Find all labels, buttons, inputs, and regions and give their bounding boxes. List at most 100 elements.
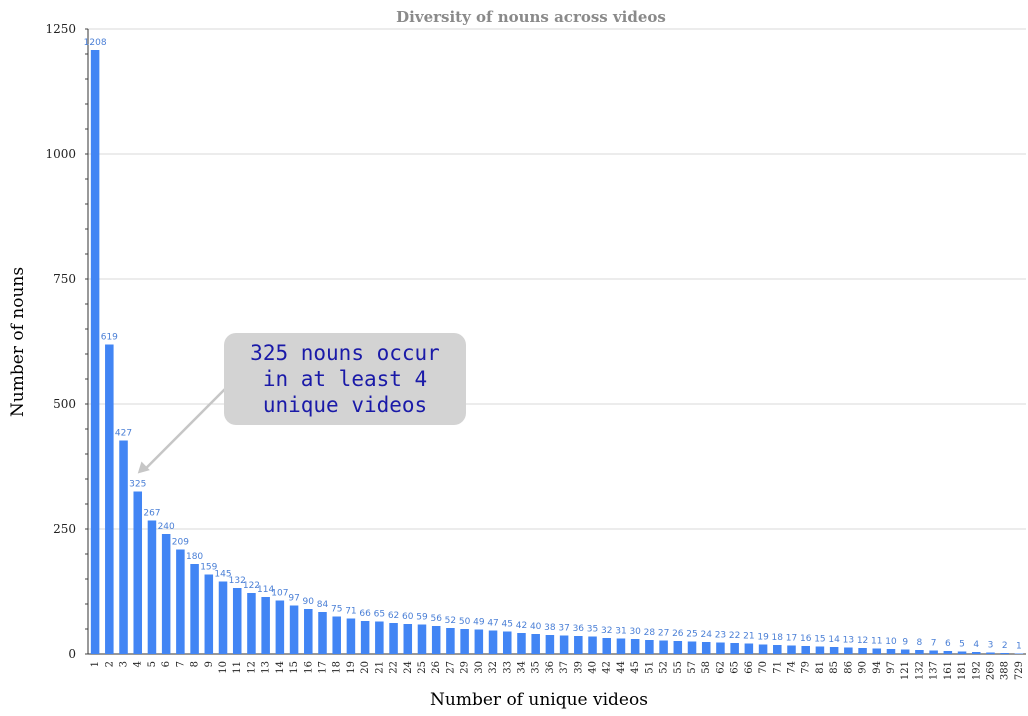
bar <box>559 635 569 654</box>
bar <box>161 534 171 654</box>
x-tick-label: 15 <box>289 661 300 674</box>
data-label: 209 <box>172 538 189 548</box>
callout-line-1: 325 nouns occur <box>250 341 440 365</box>
x-tick-label: 51 <box>644 661 655 674</box>
data-label: 4 <box>973 640 979 650</box>
x-tick-label: 62 <box>715 661 726 674</box>
bar <box>858 648 867 654</box>
bar <box>844 647 853 654</box>
bar <box>957 651 967 654</box>
x-tick-label: 55 <box>673 661 684 674</box>
x-tick-label: 35 <box>531 661 542 674</box>
x-tick-label: 7 <box>175 661 186 667</box>
x-tick-label: 25 <box>417 661 428 674</box>
x-tick-label: 57 <box>687 661 698 674</box>
x-tick-label: 21 <box>374 661 385 674</box>
x-tick-label: 94 <box>872 661 883 674</box>
bar <box>247 593 256 654</box>
bar <box>986 652 995 654</box>
bar <box>488 630 498 654</box>
bar <box>730 643 739 654</box>
bar <box>1014 653 1024 654</box>
data-label: 427 <box>115 429 132 439</box>
bar <box>659 640 668 654</box>
x-tick-label: 8 <box>190 661 201 667</box>
bar <box>389 623 398 654</box>
x-tick-label: 33 <box>502 661 513 674</box>
data-label: 15 <box>814 635 825 645</box>
x-axis-label: Number of unique videos <box>430 690 648 710</box>
x-tick-label: 17 <box>318 661 329 674</box>
y-axis-label: Number of nouns <box>8 267 28 417</box>
x-tick-label: 97 <box>886 661 897 674</box>
data-label: 159 <box>200 563 217 573</box>
bar <box>502 631 512 654</box>
data-label: 107 <box>271 589 288 599</box>
x-tick-label: 42 <box>602 661 613 674</box>
x-tick-label: 1 <box>90 661 101 667</box>
data-label: 5 <box>959 640 965 650</box>
data-label: 97 <box>288 594 299 604</box>
data-label: 31 <box>615 627 626 637</box>
bar <box>105 344 114 654</box>
data-label: 1208 <box>84 38 107 48</box>
x-tick-label: 9 <box>204 661 215 667</box>
bar <box>716 642 725 654</box>
x-tick-label: 29 <box>460 661 471 674</box>
x-tick-label: 86 <box>843 661 854 674</box>
x-tick-label: 161 <box>943 661 954 680</box>
data-label: 132 <box>229 576 246 586</box>
x-tick-label: 121 <box>900 661 911 680</box>
data-label: 28 <box>644 628 656 638</box>
gridlines <box>88 28 1026 530</box>
data-label: 16 <box>800 634 812 644</box>
data-label: 35 <box>587 625 598 635</box>
bar <box>943 651 953 654</box>
x-tick-label: 81 <box>815 661 826 674</box>
data-label: 22 <box>729 631 740 641</box>
data-label: 18 <box>772 633 784 643</box>
callout-line-3: unique videos <box>262 393 428 417</box>
x-tick-label: 181 <box>957 661 968 680</box>
data-label: 60 <box>402 612 414 622</box>
bar <box>787 645 796 654</box>
data-label: 25 <box>686 630 697 640</box>
x-tick-label: 19 <box>346 661 357 674</box>
data-label: 26 <box>672 629 684 639</box>
data-label: 21 <box>743 632 754 642</box>
bar <box>119 440 128 654</box>
data-label: 619 <box>101 333 118 343</box>
data-label: 267 <box>143 509 160 519</box>
x-tick-label: 90 <box>858 661 869 674</box>
bar <box>971 652 981 654</box>
data-label: 36 <box>573 624 585 634</box>
chart-title: Diversity of nouns across videos <box>396 8 666 26</box>
bar <box>801 646 810 654</box>
bar <box>687 641 697 654</box>
bar <box>275 600 285 654</box>
data-label: 2 <box>1002 641 1008 651</box>
x-tick-label: 85 <box>829 661 840 674</box>
bar <box>474 629 484 654</box>
bar <box>460 629 469 654</box>
x-tick-label: 66 <box>744 661 755 674</box>
data-label: 13 <box>843 636 854 646</box>
x-tick-label: 24 <box>403 661 414 674</box>
x-tick-label: 26 <box>431 661 442 674</box>
x-tick-label: 269 <box>985 661 996 680</box>
y-tick-label: 1250 <box>45 22 76 36</box>
x-tick-label: 37 <box>559 661 570 674</box>
data-label: 66 <box>359 609 371 619</box>
data-label: 65 <box>374 610 385 620</box>
bar <box>375 621 384 654</box>
bar <box>417 624 427 654</box>
y-tick-label: 250 <box>53 522 76 536</box>
data-label: 114 <box>257 585 274 595</box>
x-tick-label: 137 <box>929 661 940 680</box>
bar <box>176 549 185 654</box>
data-label: 37 <box>558 624 569 634</box>
x-tick-label: 34 <box>516 661 527 674</box>
x-tick-label: 132 <box>914 661 925 680</box>
x-tick-label: 20 <box>360 661 371 674</box>
x-tick-label: 192 <box>971 661 982 680</box>
